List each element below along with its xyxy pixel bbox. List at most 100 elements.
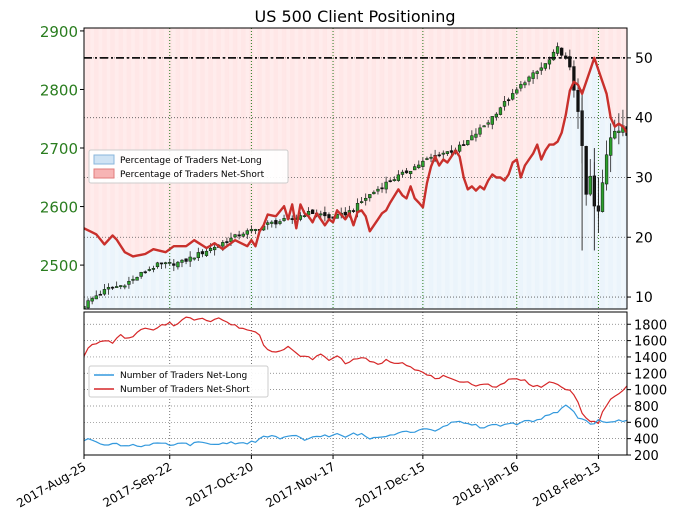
candle-body-up <box>147 269 151 271</box>
net-short-band <box>526 28 532 160</box>
net-long-band <box>261 225 266 309</box>
candle-body-down <box>327 214 331 219</box>
candle-body-down <box>110 286 115 289</box>
net-long-band <box>449 156 454 309</box>
candle-body-up <box>408 170 413 175</box>
candle-body-down <box>184 258 188 262</box>
net-short-band <box>102 28 107 245</box>
net-short-band <box>485 28 491 181</box>
net-short-band <box>155 28 160 251</box>
net-long-band <box>559 132 564 309</box>
net-long-band <box>326 219 332 309</box>
date-tick-label: 2018-Jan-16 <box>450 459 521 508</box>
net-short-band <box>277 28 283 212</box>
candle-body-up <box>123 285 127 288</box>
candle-body-up <box>441 152 445 155</box>
net-long-band <box>530 153 536 309</box>
net-long-band <box>363 216 368 309</box>
candle-body-up <box>86 300 90 309</box>
net-long-band <box>110 235 115 309</box>
net-long-band <box>155 250 160 309</box>
candle-body-up <box>135 277 139 281</box>
candle-body-up <box>266 222 270 225</box>
net-long-band <box>216 246 221 309</box>
net-long-band <box>465 189 471 309</box>
net-long-band <box>379 213 385 309</box>
net-short-band <box>122 28 128 253</box>
net-short-band <box>404 28 409 199</box>
net-long-band <box>212 243 217 309</box>
net-short-band <box>412 28 417 199</box>
candle-body-up <box>502 101 507 107</box>
price-tick-label: 2700 <box>40 140 78 158</box>
net-short-percentage-line <box>84 56 627 258</box>
net-long-band <box>485 180 491 309</box>
candle-body-up <box>84 306 86 309</box>
net-long-band <box>285 219 291 309</box>
net-long-band <box>138 254 144 309</box>
net-long-band <box>539 159 544 309</box>
candle-body-down <box>225 241 229 243</box>
candle-body-down <box>343 211 347 216</box>
net-short-band <box>514 28 520 160</box>
count-tick-label: 1000 <box>634 384 667 399</box>
net-long-band <box>404 198 409 309</box>
net-long-band <box>106 239 111 309</box>
candle-body-up <box>221 242 225 247</box>
net-long-band <box>481 189 487 309</box>
percent-tick-label: 10 <box>635 290 653 306</box>
net-short-band <box>343 28 348 220</box>
net-short-band <box>355 28 360 213</box>
net-short-band <box>408 28 413 187</box>
date-tick-label: 2017-Nov-17 <box>263 459 337 510</box>
net-short-band <box>367 28 373 232</box>
net-short-band <box>575 28 581 85</box>
net-long-band <box>310 222 315 309</box>
net-short-band <box>559 28 564 133</box>
candle-body-up <box>368 194 372 199</box>
net-long-band <box>604 93 609 309</box>
candle-body-up <box>482 125 486 128</box>
legend-label-net-long-count: Number of Traders Net-Long <box>120 371 247 381</box>
candle-body-down <box>237 234 241 237</box>
percent-tick-label: 50 <box>635 51 653 67</box>
net-long-band <box>84 228 87 309</box>
net-long-band <box>371 225 377 309</box>
net-short-band <box>273 28 279 217</box>
net-long-band <box>118 245 123 309</box>
net-short-band <box>249 28 254 241</box>
net-short-band <box>183 28 189 247</box>
net-short-band <box>245 28 250 247</box>
net-long-band <box>200 245 205 309</box>
price-tick-label: 2600 <box>40 199 78 217</box>
candle-body-up <box>466 140 470 145</box>
net-long-band <box>253 246 258 309</box>
net-short-band <box>228 28 234 244</box>
candle-body-up <box>445 151 450 154</box>
net-short-band <box>428 28 434 167</box>
date-tick-label: 2018-Feb-13 <box>530 459 603 509</box>
net-short-band <box>547 28 552 145</box>
net-short-band <box>147 28 152 252</box>
count-tick-label: 200 <box>634 449 659 464</box>
candle-body-down <box>404 170 409 174</box>
net-long-band <box>163 252 168 309</box>
net-long-band <box>461 177 466 309</box>
net-short-band <box>118 28 123 246</box>
net-long-band <box>187 243 193 309</box>
net-short-band <box>89 28 95 233</box>
candle-body-down <box>576 89 580 112</box>
date-tick-label: 2017-Aug-25 <box>14 459 88 510</box>
net-short-band <box>453 28 458 151</box>
price-tick-label: 2500 <box>40 257 78 275</box>
net-long-band <box>171 246 177 309</box>
net-long-band <box>416 202 422 309</box>
net-long-band <box>620 126 626 309</box>
net-short-band <box>85 28 91 231</box>
net-short-band <box>330 28 336 223</box>
net-short-band <box>196 28 201 243</box>
net-long-band <box>375 219 381 309</box>
candle-body-up <box>392 179 396 181</box>
net-short-band <box>334 28 340 211</box>
net-long-band <box>351 225 356 309</box>
